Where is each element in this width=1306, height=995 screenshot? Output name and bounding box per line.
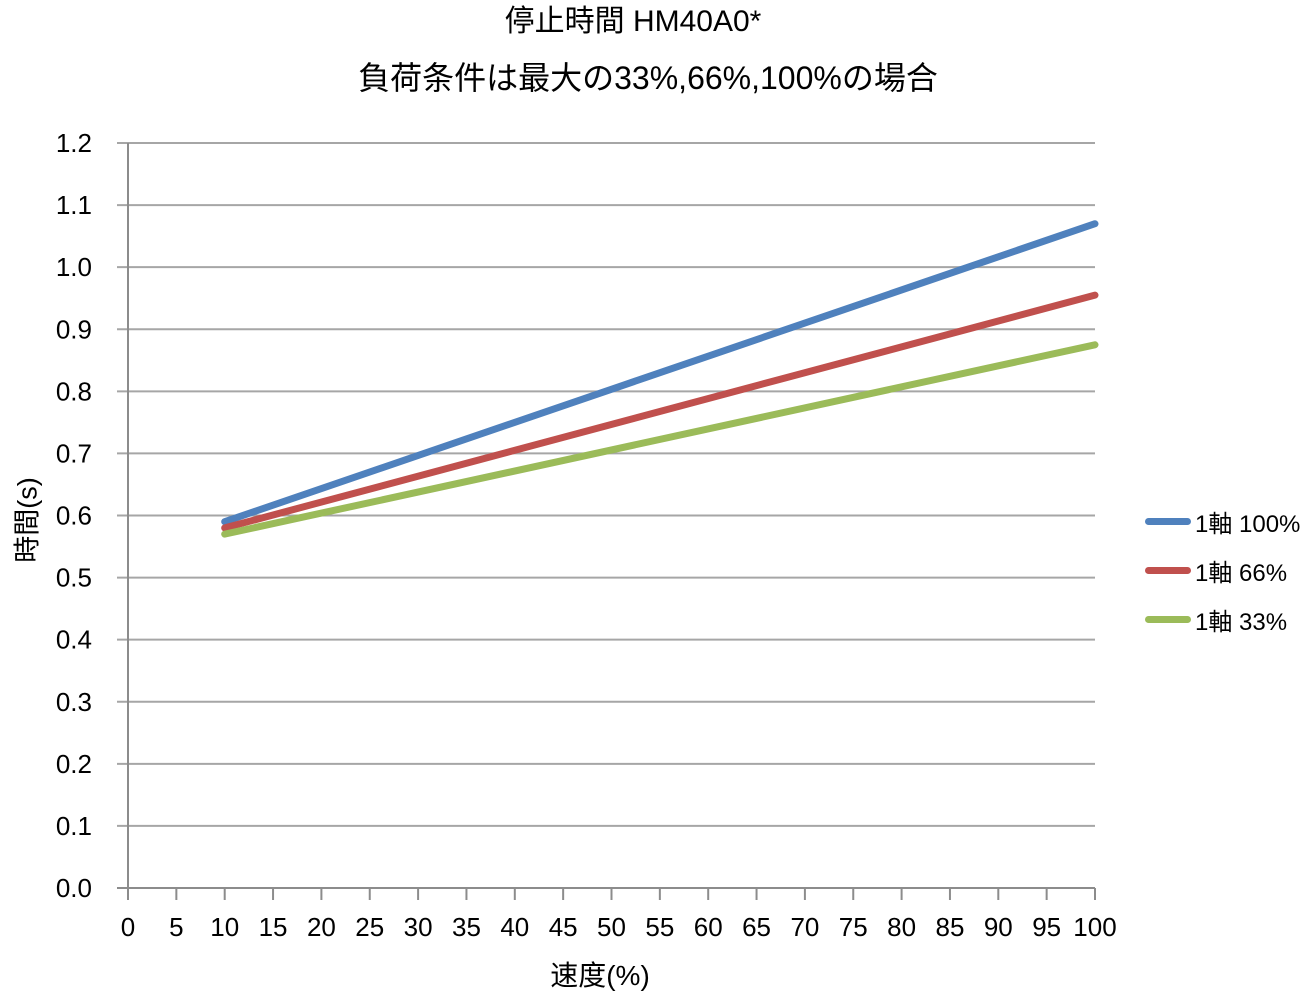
x-tick-label: 35 xyxy=(452,912,481,942)
y-tick-label: 0.0 xyxy=(56,873,92,903)
chart-title: 停止時間 HM40A0* xyxy=(504,5,762,38)
legend-swatch xyxy=(1145,567,1191,574)
legend-swatch xyxy=(1145,518,1191,525)
legend-item: 1軸 66% xyxy=(1145,546,1300,595)
x-tick-label: 10 xyxy=(210,912,239,942)
y-tick-label: 1.1 xyxy=(56,190,92,220)
legend-swatch xyxy=(1145,616,1191,623)
y-axis-title: 時間(s) xyxy=(12,477,43,563)
y-tick-label: 0.9 xyxy=(56,314,92,344)
legend-label: 1軸 100% xyxy=(1195,511,1301,538)
x-axis-title: 速度(%) xyxy=(550,960,650,991)
legend: 1軸 100% 1軸 66% 1軸 33% xyxy=(1145,497,1300,644)
x-tick-label: 40 xyxy=(500,912,529,942)
x-tick-label: 0 xyxy=(121,912,135,942)
x-tick-label: 100 xyxy=(1073,912,1116,942)
y-tick-label: 1.0 xyxy=(56,252,92,282)
y-tick-label: 0.4 xyxy=(56,625,92,655)
x-tick-label: 95 xyxy=(1032,912,1061,942)
x-tick-label: 70 xyxy=(790,912,819,942)
x-tick-label: 30 xyxy=(404,912,433,942)
x-tick-label: 90 xyxy=(984,912,1013,942)
legend-label: 1軸 66% xyxy=(1195,560,1288,587)
x-tick-label: 65 xyxy=(742,912,771,942)
y-tick-label: 1.2 xyxy=(56,128,92,158)
y-tick-label: 0.2 xyxy=(56,749,92,779)
x-tick-label: 85 xyxy=(935,912,964,942)
x-tick-label: 75 xyxy=(839,912,868,942)
chart-subtitle: 負荷条件は最大の33%,66%,100%の場合 xyxy=(358,60,938,96)
x-tick-label: 45 xyxy=(549,912,578,942)
x-tick-label: 15 xyxy=(259,912,288,942)
y-tick-label: 0.5 xyxy=(56,563,92,593)
legend-item: 1軸 33% xyxy=(1145,595,1300,644)
x-tick-label: 20 xyxy=(307,912,336,942)
y-tick-label: 0.1 xyxy=(56,811,92,841)
legend-label: 1軸 33% xyxy=(1195,609,1288,636)
x-tick-label: 5 xyxy=(169,912,183,942)
series-line xyxy=(221,341,1099,538)
x-tick-label: 50 xyxy=(597,912,626,942)
x-tick-label: 60 xyxy=(694,912,723,942)
y-tick-label: 0.7 xyxy=(56,438,92,468)
y-tick-label: 0.8 xyxy=(56,376,92,406)
legend-item: 1軸 100% xyxy=(1145,497,1300,546)
x-tick-label: 25 xyxy=(355,912,384,942)
y-tick-label: 0.6 xyxy=(56,501,92,531)
series-line xyxy=(221,220,1099,526)
x-tick-label: 80 xyxy=(887,912,916,942)
y-tick-label: 0.3 xyxy=(56,687,92,717)
x-tick-label: 55 xyxy=(645,912,674,942)
series-line xyxy=(221,291,1099,532)
